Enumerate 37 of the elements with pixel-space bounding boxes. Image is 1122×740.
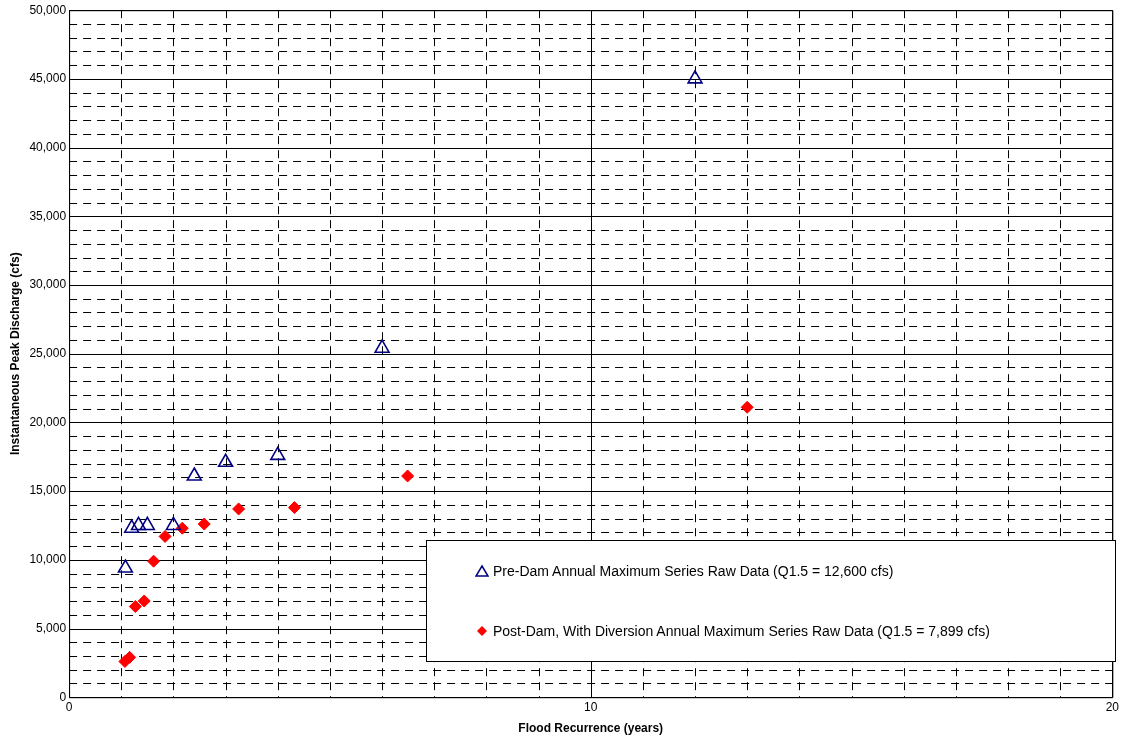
point	[139, 516, 156, 531]
x-tick-label: 20	[1105, 699, 1120, 714]
y-tick-label: 0	[59, 689, 67, 704]
legend-label: Pre-Dam Annual Maximum Series Raw Data (Q1.5 = 12,600 cfs)	[493, 563, 894, 579]
x-tick-label: 10	[584, 699, 598, 714]
y-tick-label: 5,000	[36, 620, 67, 635]
y-tick-label: 15,000	[29, 483, 67, 498]
point	[158, 529, 172, 543]
y-axis-title: Instantaneous Peak Discharge (cfs)	[7, 252, 22, 456]
point	[117, 559, 134, 573]
point	[270, 446, 286, 461]
y-tick-label: 30,000	[29, 277, 67, 292]
legend-label: Post-Dam, With Diversion Annual Maximum Series Raw Data (Q1.5 = 7,899 cfs)	[493, 623, 990, 639]
point	[186, 467, 203, 481]
point	[232, 502, 246, 516]
point	[147, 554, 161, 568]
point	[287, 501, 301, 515]
y-tick-label: 10,000	[29, 552, 67, 567]
point	[128, 600, 142, 614]
point	[374, 339, 390, 353]
y-tick-label: 35,000	[29, 208, 67, 223]
point	[740, 400, 754, 414]
point	[197, 517, 211, 531]
y-tick-label: 45,000	[29, 71, 67, 86]
point	[123, 650, 137, 664]
point	[217, 453, 234, 468]
point	[687, 70, 703, 84]
y-tick-label: 50,000	[29, 2, 67, 17]
point	[123, 519, 140, 533]
y-tick-label: 40,000	[29, 139, 67, 154]
y-tick-label: 25,000	[29, 346, 67, 361]
point	[137, 594, 151, 608]
point	[130, 516, 147, 531]
y-tick-label: 20,000	[29, 414, 67, 429]
point	[165, 516, 182, 531]
point	[401, 469, 415, 483]
x-axis-title: Flood Recurrence (years)	[518, 721, 664, 736]
